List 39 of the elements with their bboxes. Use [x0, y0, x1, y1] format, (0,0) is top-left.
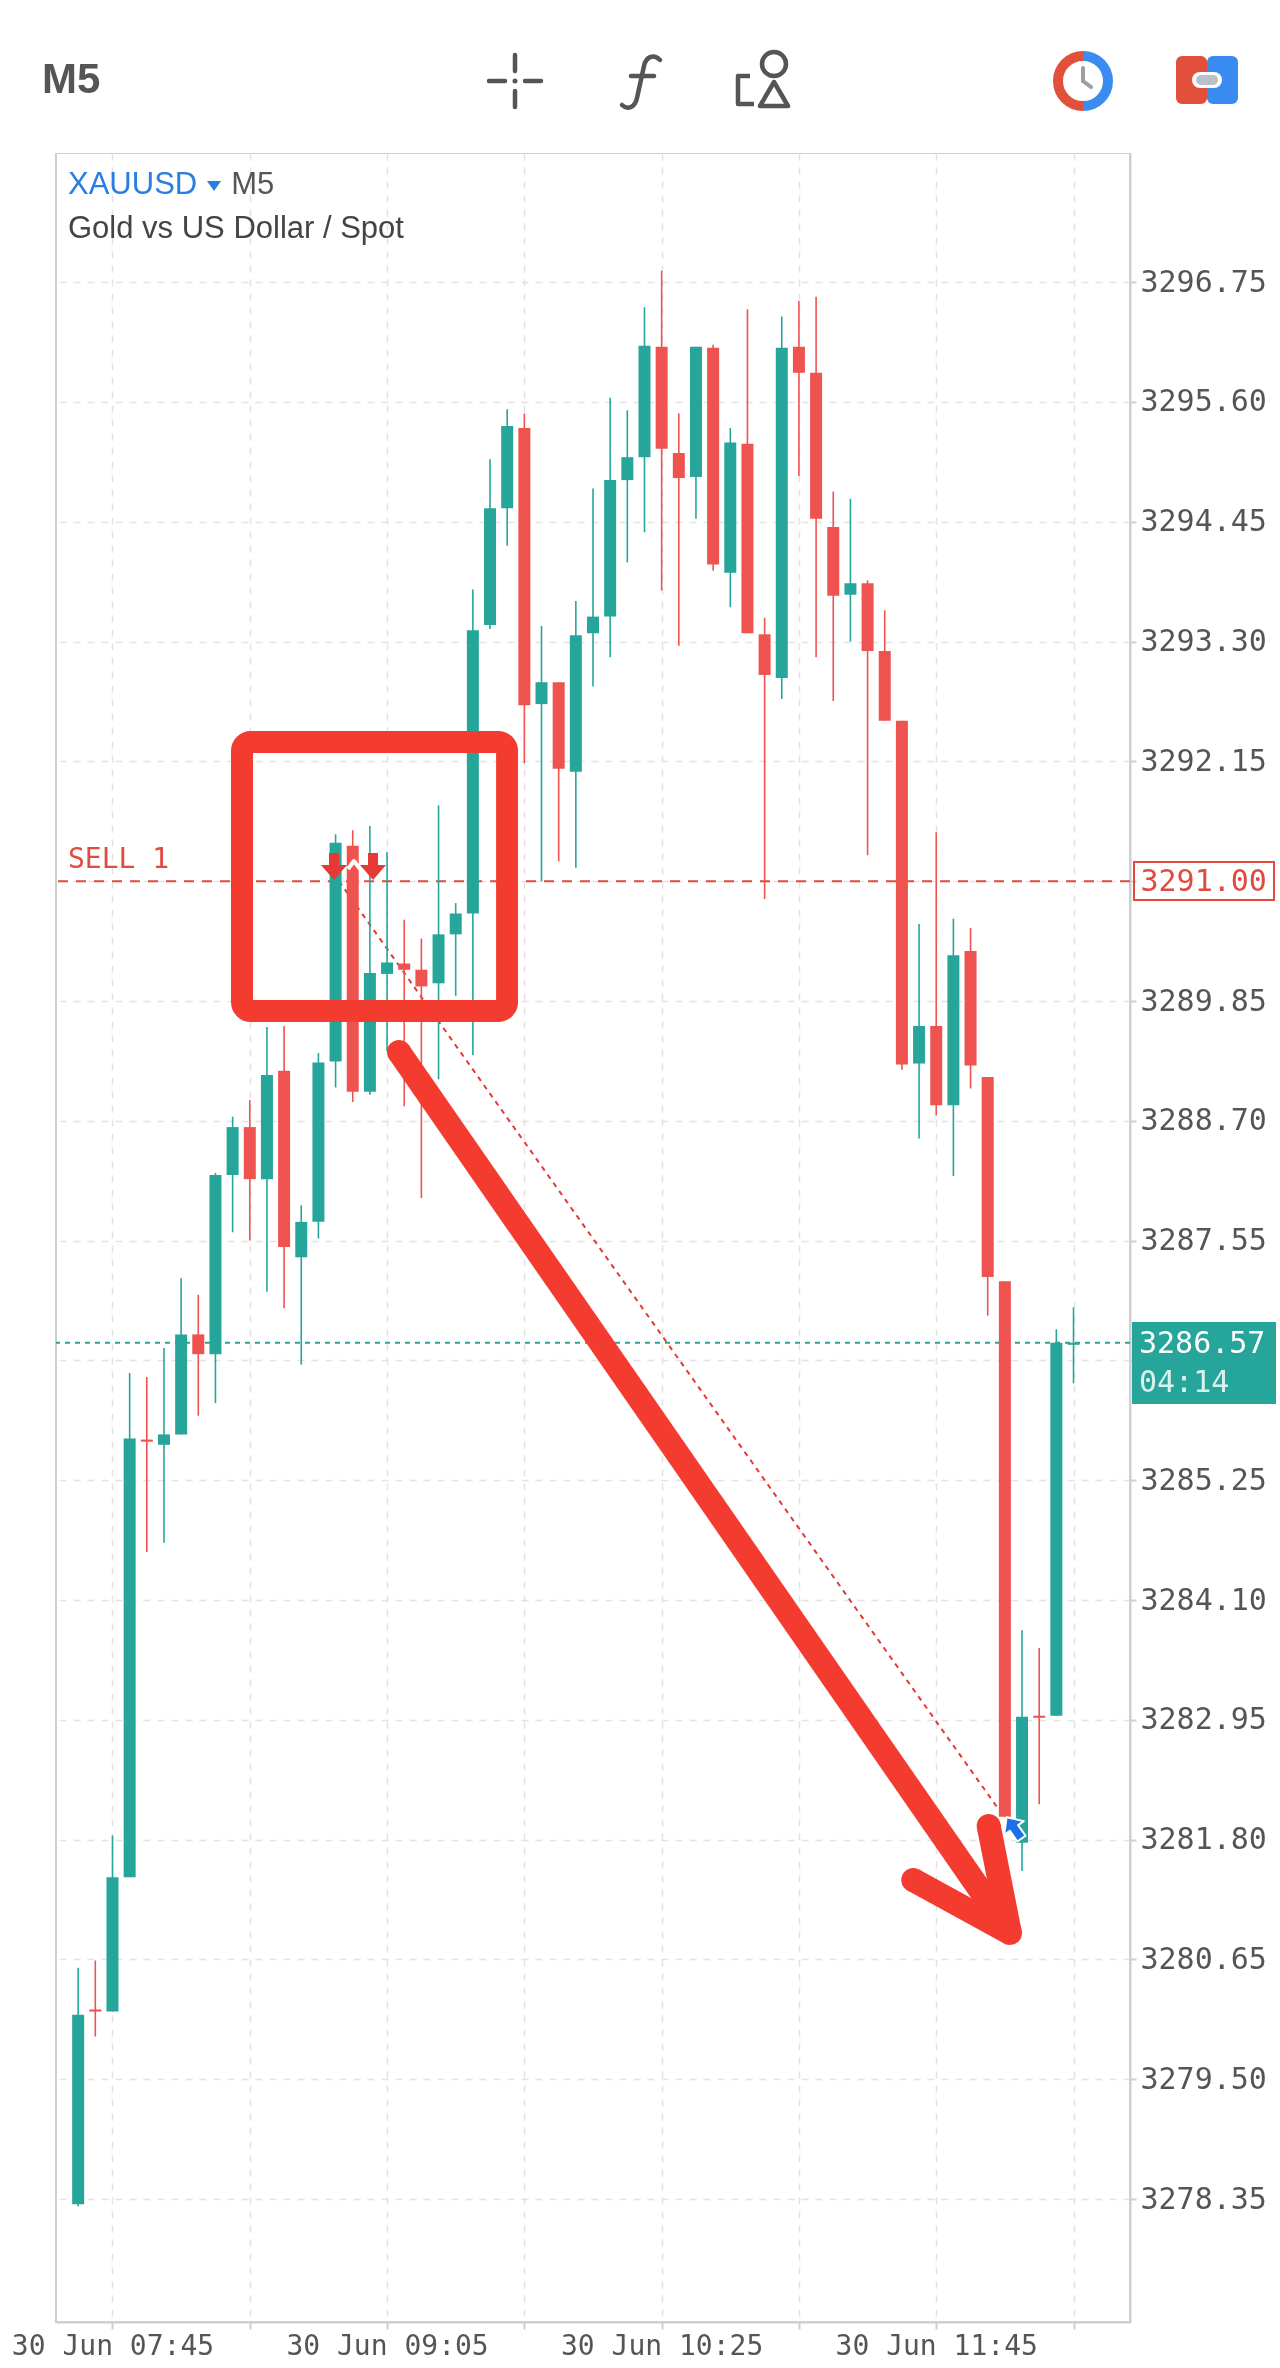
y-tick-label: 3288.70	[1140, 1102, 1267, 1138]
y-tick-label: 3294.45	[1140, 503, 1267, 539]
y-tick-label: 3292.15	[1140, 742, 1267, 778]
y-tick-label: 3296.75	[1140, 263, 1267, 299]
y-tick-label: 3295.60	[1140, 383, 1267, 419]
y-tick-label: 3293.30	[1140, 623, 1267, 659]
y-tick-label: 3279.50	[1140, 2060, 1267, 2096]
candlestick	[140, 1376, 153, 1553]
y-tick-label: 3280.65	[1140, 1940, 1267, 1976]
ref-line-label: 3286.57	[1139, 1323, 1266, 1362]
candlestick	[535, 625, 548, 883]
text: Gold vs US Dollar / Spot	[68, 209, 404, 247]
candlestick	[449, 902, 462, 997]
y-tick-label: 3278.35	[1140, 2180, 1267, 2216]
x-tick-label: 30 Jun 07:45	[11, 2328, 215, 2362]
annotation: M5	[231, 166, 275, 201]
text: M5	[42, 54, 101, 104]
y-tick-label: 3282.95	[1140, 1701, 1267, 1737]
text: 04:14	[1139, 1363, 1231, 1400]
candlestick	[621, 409, 634, 564]
y-tick-label: 3289.85	[1140, 982, 1267, 1018]
candlestick	[672, 412, 685, 647]
y-tick-label: 3291.00	[1140, 862, 1267, 898]
y-tick-label: 3285.25	[1140, 1461, 1267, 1497]
candlestick	[192, 1294, 205, 1417]
candlestick	[844, 498, 857, 643]
candlestick	[587, 487, 599, 688]
y-tick-label: 3281.80	[1140, 1821, 1267, 1857]
chart-title: XAUUSD	[68, 166, 198, 201]
candlestick	[157, 1347, 170, 1544]
candlestick	[1033, 1647, 1046, 1806]
x-tick-label: 30 Jun 11:45	[835, 2328, 1038, 2362]
candlestick	[381, 851, 394, 1052]
x-tick-label: 30 Jun 10:25	[561, 2328, 764, 2362]
y-tick-label: 3287.55	[1140, 1222, 1267, 1258]
x-tick-label: 30 Jun 09:05	[286, 2328, 489, 2362]
y-tick-label: 3284.10	[1140, 1581, 1267, 1617]
ref-line-label: SELL 1	[68, 842, 170, 876]
candlestick	[89, 1959, 102, 2038]
